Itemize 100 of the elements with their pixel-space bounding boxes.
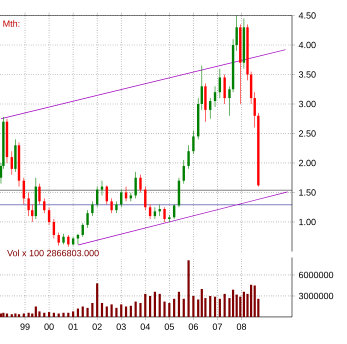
bar [187,260,190,317]
bar [91,302,94,317]
bar [134,302,137,317]
x-tick-label: 01 [68,324,78,330]
candlestick [250,71,252,104]
bar [173,298,176,317]
y-tick-label: 6000000 [298,272,334,278]
annotation: Vol x 100 2866803.000 [7,250,99,256]
y-tick-label: 2.00 [298,160,316,166]
candlestick [31,204,34,222]
candlestick [172,204,176,220]
bar [18,314,20,317]
bar [34,306,37,317]
bar [96,283,98,317]
candlestick [57,232,60,246]
candlestick [110,198,113,214]
bar [232,290,234,317]
candlestick [154,206,156,220]
candlestick [91,201,94,216]
y-tick-label: 3.50 [298,71,316,78]
candlestick [52,218,56,239]
bar [86,308,89,317]
bar [182,298,185,317]
y-tick-label: 4.00 [298,42,316,48]
bar [154,292,156,317]
bar [148,296,152,317]
bar [224,294,226,317]
bar [72,311,74,317]
candlestick [148,204,152,220]
bar [192,296,194,317]
candlestick [218,68,222,98]
candlestick [67,234,70,248]
x-tick-label: 07 [212,324,222,330]
candlestick [106,185,108,205]
bar [158,294,161,317]
bar [250,284,252,317]
x-tick-label: 99 [20,324,30,330]
y-tick-label: 4.50 [298,12,316,19]
bar [22,313,25,317]
bar [254,285,256,317]
y-tick-label: 3.00 [298,100,316,108]
bar [139,302,142,317]
bar [6,313,8,317]
bar [82,306,84,317]
candlestick [182,160,185,184]
bar [58,313,60,317]
bar [48,312,50,317]
bar [163,302,166,317]
x-tick-label: 02 [92,324,102,330]
bar [144,294,146,317]
bar [14,313,16,317]
candlestick [10,150,13,176]
candlestick [187,144,190,170]
x-tick-label: 06 [188,324,198,330]
bar [76,308,80,317]
bar [120,304,122,317]
candlestick [22,177,26,205]
candlestick [200,65,204,110]
candlestick [120,189,122,208]
y-tick-label: 1.50 [299,189,316,196]
bar [218,298,221,317]
x-tick-label: 00 [44,324,54,330]
x-tick-label: 05 [164,324,174,330]
candlestick [204,83,207,122]
bar [43,312,46,317]
candlestick [134,172,137,199]
bar [178,292,180,317]
candlestick [27,192,30,216]
y-tick-label: 3000000 [298,292,334,300]
bar [168,302,170,317]
y-tick-label: 1.00 [299,218,316,226]
candlestick [48,206,50,226]
candlestick [144,186,146,210]
x-tick-label: 03 [116,324,126,330]
candlestick [76,233,80,245]
candlestick [82,222,84,238]
bar [106,306,108,317]
candlestick [115,201,118,214]
bar [115,308,118,317]
x-tick-label: 04 [140,324,150,330]
candlestick [235,15,238,52]
bar [110,304,113,317]
candlestick [209,98,212,120]
bar [130,306,132,317]
candlestick [158,204,161,216]
bar [100,302,104,317]
candlestick [192,130,195,154]
candlestick [14,139,17,172]
bar [67,312,70,317]
y-tick-label: 2.50 [298,130,316,137]
bar [242,292,245,317]
bar [214,296,216,317]
x-tick-label: 08 [236,324,246,330]
bar [209,296,212,317]
candlestick [43,198,46,214]
candlestick [254,92,256,128]
bar [10,314,13,317]
candlestick [223,74,226,104]
bar [200,288,203,317]
chart-subtitle: Mth: [3,20,20,27]
